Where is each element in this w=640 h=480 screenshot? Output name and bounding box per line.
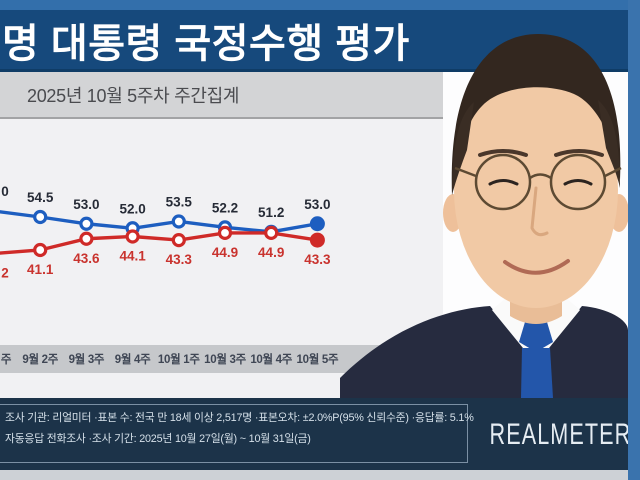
- portrait-illustration: [340, 34, 629, 398]
- portrait-tie-blade: [521, 348, 553, 398]
- glasses-icon: [454, 153, 622, 211]
- portrait-sideburn-right: [598, 100, 620, 188]
- portrait-nose: [530, 186, 549, 237]
- president-portrait-photo: [340, 10, 629, 398]
- realmeter-logo: REALMETER: [489, 418, 632, 451]
- portrait-sideburn-left: [452, 102, 474, 195]
- portrait-mouth: [503, 259, 570, 275]
- survey-info-box: 조사 기관: 리얼미터 ·표본 수: 전국 만 18세 이상 2,517명 ·표…: [0, 404, 474, 463]
- portrait-hair: [451, 34, 621, 195]
- page-title: 명 대통령 국정수행 평가: [2, 21, 410, 66]
- portrait-suit: [340, 306, 628, 398]
- frame-strip-bottom: [0, 470, 628, 480]
- survey-info-line2: 자동응답 전화조사 ·조사 기간: 2025년 10월 27일(월) ~ 10월…: [5, 433, 311, 446]
- frame-strip-top: [0, 0, 628, 10]
- subtitle-text: 2025년 10월 5주차 주간집계: [27, 85, 240, 106]
- portrait-eyebrows: [478, 149, 528, 157]
- footer-bar: 조사 기관: 리얼미터 ·표본 수: 전국 만 18세 이상 2,517명 ·표…: [0, 398, 632, 470]
- survey-info-line1: 조사 기관: 리얼미터 ·표본 수: 전국 만 18세 이상 2,517명 ·표…: [5, 412, 474, 424]
- portrait-tie-knot: [519, 322, 553, 352]
- portrait-eyes: [488, 179, 519, 186]
- frame-strip-right: [628, 0, 640, 480]
